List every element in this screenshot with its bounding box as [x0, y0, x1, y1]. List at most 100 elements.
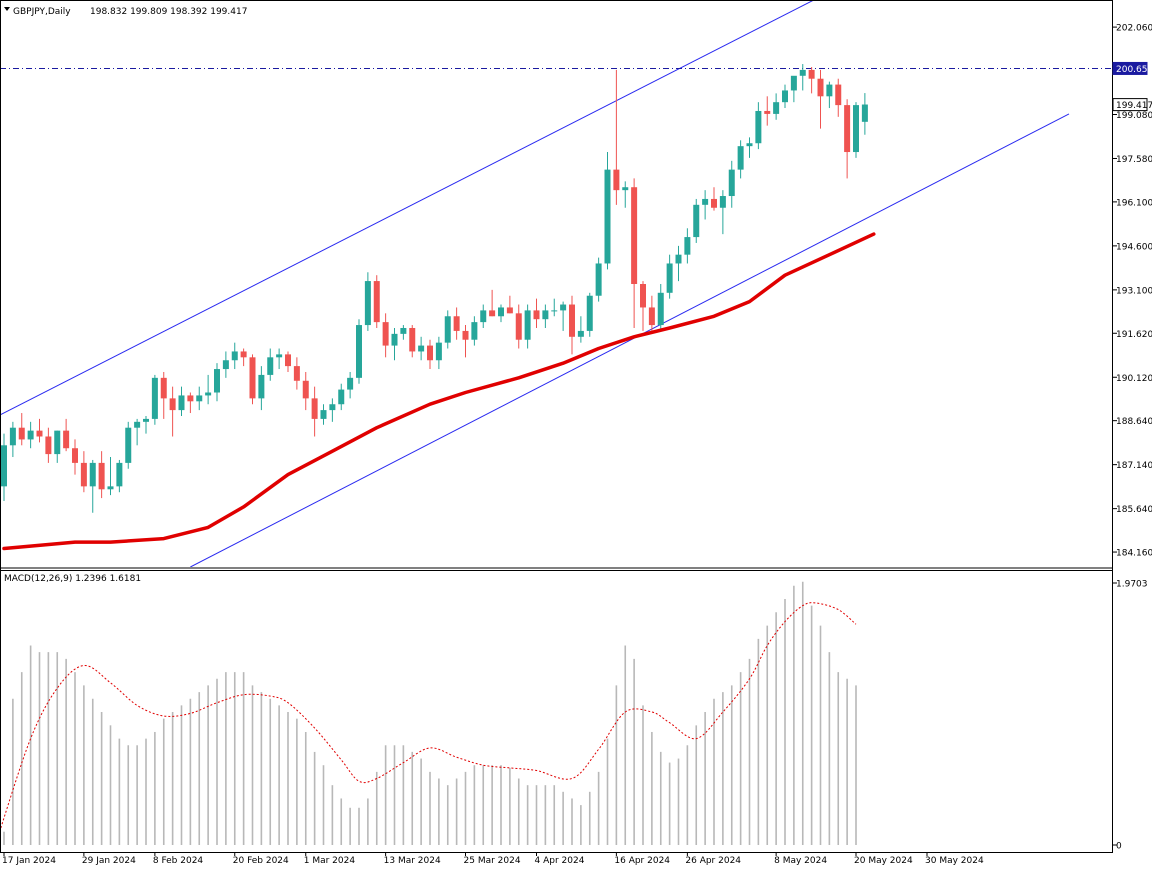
candle-body	[498, 307, 504, 317]
price-axis: 202.060 199.080 197.580 196.100 194.600 193.1…	[1112, 24, 1152, 559]
candle-body	[551, 310, 558, 312]
candle	[471, 316, 478, 346]
candle	[320, 404, 327, 425]
candle	[364, 272, 371, 331]
candle-body	[329, 404, 336, 411]
time-tick-label: 8 Feb 2024	[153, 856, 204, 866]
price-tick-label: 187.140	[1116, 461, 1152, 471]
candle-body	[799, 69, 806, 76]
candle-body	[524, 310, 531, 340]
macd-signal	[1, 602, 857, 829]
candle	[267, 348, 274, 381]
candle-body	[276, 354, 283, 358]
candle	[746, 137, 753, 158]
candle-body	[506, 307, 513, 314]
candle-body	[169, 398, 176, 411]
candle-body	[604, 169, 611, 264]
candle-body	[214, 369, 220, 393]
macd-tick-label: 0	[1116, 842, 1122, 852]
time-tick-label: 16 Apr 2024	[614, 856, 670, 866]
candle-body	[80, 462, 87, 487]
price-pane[interactable]	[0, 0, 1112, 567]
time-tick-label: 8 May 2024	[774, 856, 827, 866]
candle	[569, 295, 575, 355]
last-price-tag-box	[1112, 98, 1148, 112]
candle-body	[631, 187, 638, 284]
candle	[773, 93, 780, 120]
channel-upper-line	[1, 1, 813, 416]
price-tick-label: 188.640	[1116, 417, 1152, 427]
candle-body	[577, 330, 584, 337]
candle-body	[258, 374, 265, 399]
candle	[524, 304, 531, 349]
candle-body	[302, 380, 309, 399]
moving-average	[2, 232, 876, 551]
candle-body	[107, 486, 114, 490]
candle	[1, 433, 7, 502]
candle-body	[116, 462, 123, 487]
candle	[214, 363, 220, 402]
candle-body	[400, 327, 407, 334]
candle-body	[63, 430, 70, 449]
candle-body	[808, 69, 815, 79]
candle-body	[187, 395, 194, 402]
candle-body	[595, 263, 602, 296]
time-axis: 17 Jan 2024 29 Jan 2024 8 Feb 2024 20 Feb 2…	[2, 852, 984, 866]
candle-body	[755, 110, 762, 144]
candle-body	[790, 75, 797, 91]
candle-body	[72, 448, 78, 463]
candle	[187, 392, 194, 414]
candle-body	[471, 322, 478, 340]
macd-pane[interactable]	[0, 581, 857, 845]
candle-body	[249, 357, 256, 399]
candle	[18, 413, 25, 446]
candle	[293, 357, 300, 390]
last-price-tag-text: 199.417	[1116, 101, 1152, 111]
candle-body	[826, 84, 833, 97]
price-tick-label: 197.580	[1116, 155, 1152, 165]
candle	[684, 228, 691, 264]
candle	[719, 190, 726, 235]
candle-body	[382, 322, 389, 346]
chart-frame	[0, 0, 1113, 853]
candle	[595, 257, 602, 302]
candle-body	[196, 395, 203, 402]
candle	[400, 325, 407, 340]
price-tick-label: 190.120	[1116, 374, 1152, 384]
candle-body	[9, 427, 16, 446]
candle	[666, 254, 673, 299]
ohlc-readout: 198.832 199.809 198.392 199.417	[90, 7, 247, 17]
candle-body	[1, 445, 7, 487]
time-tick-label: 26 Apr 2024	[685, 856, 741, 866]
candle-body	[693, 204, 700, 238]
candle-body	[569, 304, 575, 337]
candle	[373, 275, 380, 328]
price-tick-label: 193.100	[1116, 286, 1152, 296]
candle	[222, 351, 229, 378]
candle	[329, 398, 336, 422]
candle	[586, 292, 593, 337]
candle	[80, 451, 87, 493]
candle	[648, 295, 655, 331]
candle	[36, 418, 43, 443]
candle-body	[205, 392, 212, 396]
trend-channel	[1, 1, 1070, 567]
candle	[54, 430, 61, 463]
candle-body	[293, 366, 300, 381]
candle	[98, 451, 105, 499]
candle-body	[320, 410, 327, 419]
candle	[151, 374, 158, 425]
price-tick-label: 196.100	[1116, 198, 1152, 208]
candle	[613, 69, 620, 205]
candle	[693, 198, 700, 243]
collapse-triangle-icon[interactable]	[4, 7, 10, 11]
candle	[861, 93, 868, 135]
candle-body	[844, 105, 851, 153]
candle	[338, 383, 345, 411]
candle	[515, 304, 522, 349]
candle	[817, 69, 824, 129]
candle-body	[684, 237, 691, 255]
candle	[240, 348, 247, 367]
candle	[853, 102, 859, 158]
